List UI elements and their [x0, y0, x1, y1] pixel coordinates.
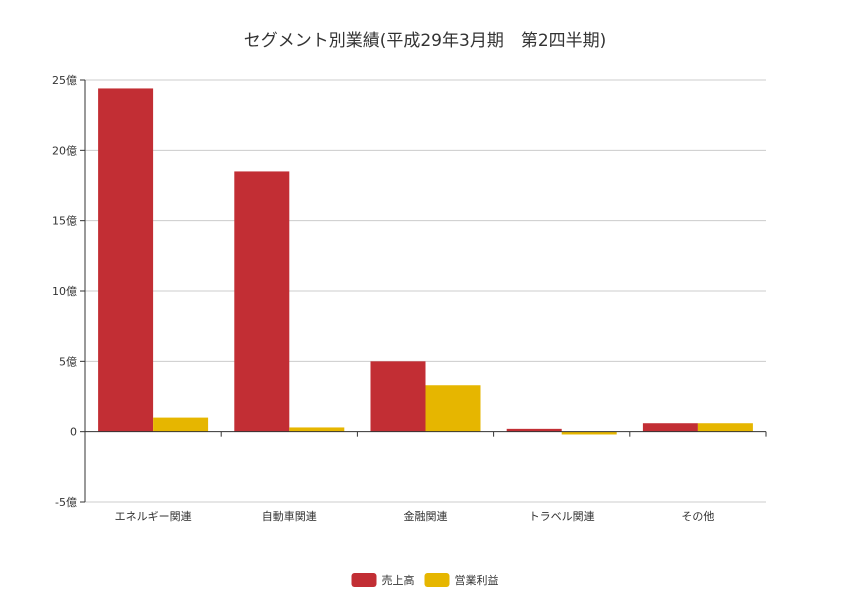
bar[interactable]: [506, 428, 562, 432]
legend-item[interactable]: 売上高: [351, 573, 415, 587]
y-tick-label: 15億: [52, 215, 77, 228]
legend: 売上高 営業利益: [351, 573, 499, 587]
y-tick-label: 5億: [59, 355, 77, 368]
legend-swatch: [424, 573, 450, 587]
legend-label: 売上高: [382, 573, 415, 587]
x-tick-label: 自動車関連: [262, 509, 317, 523]
bars: [98, 88, 753, 435]
grid-lines: [85, 79, 766, 503]
chart-title: セグメント別業績(平成29年3月期 第2四半期): [244, 31, 607, 51]
bar[interactable]: [289, 427, 345, 432]
x-tick-label: トラベル関連: [529, 509, 595, 523]
bar[interactable]: [234, 171, 290, 432]
bar[interactable]: [642, 423, 698, 432]
bar[interactable]: [98, 88, 154, 432]
y-tick-label: 10億: [52, 285, 77, 298]
bar[interactable]: [425, 385, 481, 432]
bar[interactable]: [153, 417, 209, 432]
y-tick-label: 25億: [52, 74, 77, 87]
y-tick-label: 20億: [52, 144, 77, 157]
legend-item[interactable]: 営業利益: [424, 573, 499, 587]
legend-label: 営業利益: [455, 573, 499, 587]
y-tick-label: -5億: [55, 496, 77, 509]
x-tick-label: エネルギー関連: [115, 509, 192, 523]
y-tick-label: 0: [70, 426, 77, 439]
bar[interactable]: [561, 431, 617, 435]
legend-swatch: [351, 573, 377, 587]
x-tick-label: 金融関連: [404, 509, 448, 523]
bar[interactable]: [697, 423, 753, 432]
x-tick-label: その他: [681, 510, 714, 523]
bar[interactable]: [370, 361, 426, 432]
